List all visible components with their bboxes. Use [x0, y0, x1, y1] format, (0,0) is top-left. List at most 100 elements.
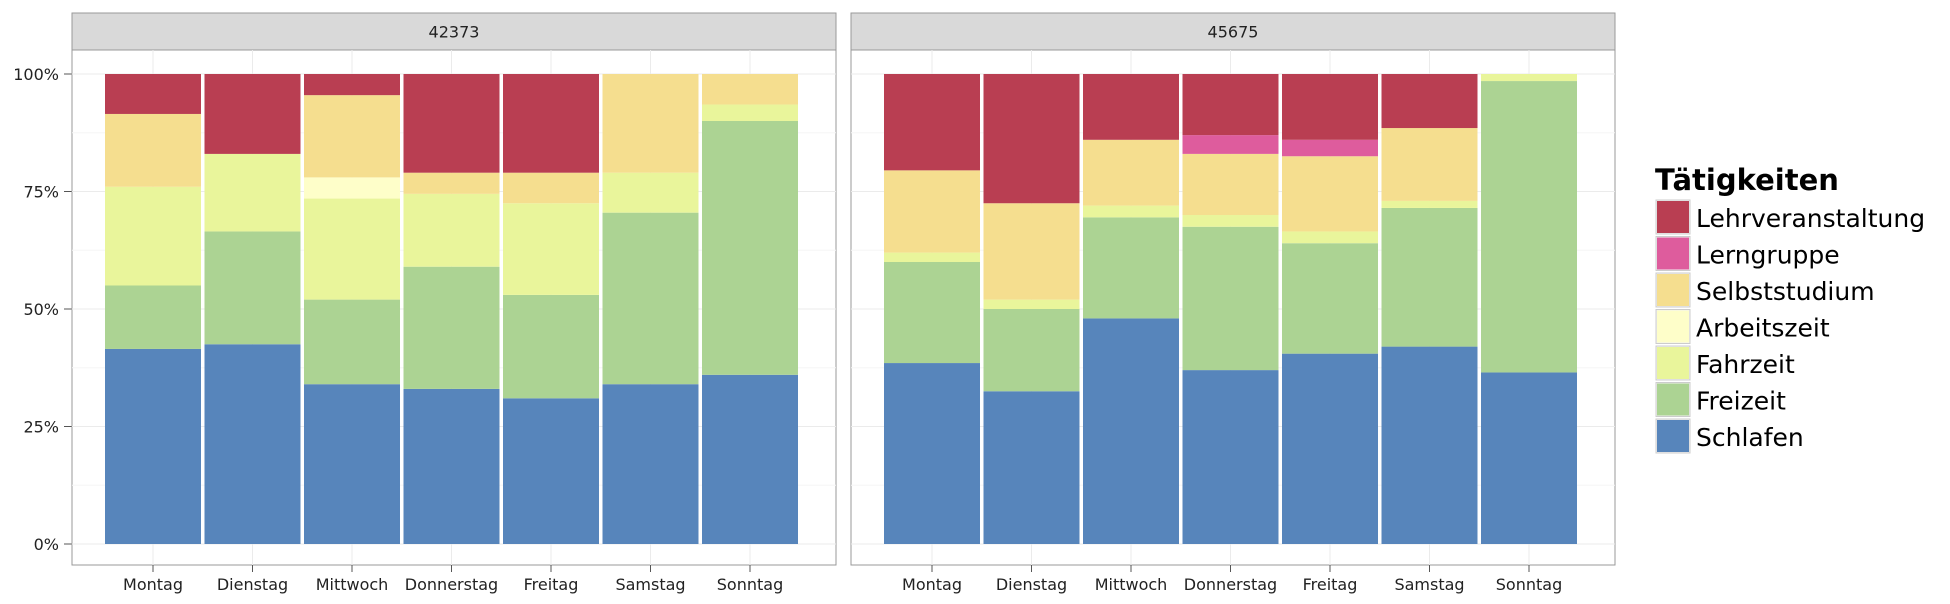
- legend-label: Lerngruppe: [1696, 241, 1840, 270]
- bar-segment-schlafen: [702, 374, 798, 544]
- bar-segment-selbststudium: [105, 113, 201, 187]
- bar-segment-freizeit: [1481, 81, 1577, 373]
- x-tick-label: Samstag: [1394, 575, 1464, 594]
- x-tick-label: Mittwoch: [1095, 575, 1168, 594]
- bar-segment-selbststudium: [884, 170, 980, 253]
- legend-label: Freizeit: [1696, 387, 1786, 416]
- x-tick-label: Freitag: [1303, 575, 1358, 594]
- bar-segment-freizeit: [1083, 217, 1179, 319]
- bar-segment-schlafen: [204, 344, 301, 544]
- bar-segment-fahrzeit: [1182, 215, 1279, 227]
- bar-segment-lehrveranstaltung: [1182, 74, 1279, 136]
- bar-segment-freizeit: [702, 121, 798, 375]
- x-tick-label: Donnerstag: [405, 575, 498, 594]
- bar-segment-schlafen: [304, 384, 400, 544]
- x-tick-label: Dienstag: [996, 575, 1067, 594]
- bar-segment-fahrzeit: [1282, 231, 1378, 244]
- bar-segment-lehrveranstaltung: [1381, 74, 1478, 129]
- bar-segment-lehrveranstaltung: [1083, 74, 1179, 140]
- legend-label: Fahrzeit: [1696, 350, 1795, 379]
- bar-segment-schlafen: [602, 384, 699, 544]
- bar-segment-arbeitszeit: [304, 177, 400, 199]
- bar-segment-freizeit: [1381, 207, 1478, 347]
- bar-segment-freizeit: [1282, 243, 1378, 354]
- bar-segment-lehrveranstaltung: [983, 74, 1080, 204]
- bar-segment-freizeit: [1182, 226, 1279, 371]
- bar-segment-fahrzeit: [1381, 200, 1478, 208]
- bar-segment-schlafen: [1282, 353, 1378, 544]
- bar-segment-fahrzeit: [1083, 205, 1179, 218]
- legend-label: Lehrveranstaltung: [1696, 204, 1925, 233]
- bar-segment-lehrveranstaltung: [884, 74, 980, 171]
- x-tick-label: Sonntag: [717, 575, 783, 594]
- bar-segment-lehrveranstaltung: [204, 74, 301, 154]
- bar-segment-schlafen: [983, 391, 1080, 544]
- bar-segment-fahrzeit: [1481, 74, 1577, 82]
- bar-segment-lehrveranstaltung: [403, 74, 500, 173]
- bar-segment-fahrzeit: [503, 203, 599, 295]
- x-tick-label: Donnerstag: [1184, 575, 1277, 594]
- bar-segment-freizeit: [503, 294, 599, 399]
- bar-segment-selbststudium: [983, 203, 1080, 300]
- bar-segment-freizeit: [403, 266, 500, 389]
- legend: Tätigkeiten Lehrveranstaltung Lerngruppe Se…: [1655, 163, 1925, 454]
- bar-segment-selbststudium: [503, 172, 599, 204]
- legend-label: Arbeitszeit: [1696, 314, 1830, 343]
- x-tick-label: Mittwoch: [316, 575, 389, 594]
- bar-segment-schlafen: [1381, 346, 1478, 544]
- x-tick-label: Sonntag: [1496, 575, 1562, 594]
- bar-segment-schlafen: [105, 348, 201, 544]
- legend-swatch: [1657, 237, 1689, 270]
- legend-swatch: [1657, 310, 1689, 343]
- bar-segment-freizeit: [204, 231, 301, 345]
- bar-segment-fahrzeit: [884, 252, 980, 262]
- facet-strip: [71, 12, 837, 51]
- x-tick-label: Samstag: [615, 575, 685, 594]
- bar-segment-lerngruppe: [1182, 135, 1279, 154]
- bar-segment-fahrzeit: [403, 193, 500, 267]
- bar-segment-freizeit: [983, 309, 1080, 392]
- bar-segment-fahrzeit: [702, 104, 798, 121]
- y-tick-label: 75%: [23, 183, 59, 202]
- bar-segment-freizeit: [602, 212, 699, 385]
- bar-segment-schlafen: [1083, 318, 1179, 544]
- bar-segment-fahrzeit: [983, 299, 1080, 309]
- y-tick-label: 50%: [23, 300, 59, 319]
- x-tick-label: Montag: [123, 575, 183, 594]
- bar-segment-lehrveranstaltung: [105, 74, 201, 114]
- facet-title: 42373: [429, 23, 480, 42]
- bar-segment-freizeit: [304, 299, 400, 385]
- bar-segment-selbststudium: [403, 172, 500, 194]
- bar-segment-lehrveranstaltung: [304, 74, 400, 96]
- bar-segment-schlafen: [503, 398, 599, 544]
- y-tick-label: 25%: [23, 418, 59, 437]
- bar-segment-selbststudium: [702, 74, 798, 105]
- legend-label: Selbststudium: [1696, 277, 1875, 306]
- x-tick-label: Dienstag: [217, 575, 288, 594]
- facet-title: 45675: [1208, 23, 1259, 42]
- legend-swatch: [1657, 201, 1689, 233]
- legend-swatch: [1657, 383, 1689, 416]
- bar-segment-selbststudium: [1381, 128, 1478, 201]
- bar-segment-schlafen: [403, 388, 500, 544]
- legend-title: Tätigkeiten: [1655, 163, 1839, 197]
- bar-segment-schlafen: [1182, 370, 1279, 544]
- bar-segment-schlafen: [1481, 372, 1577, 544]
- legend-swatch: [1657, 274, 1689, 306]
- bar-segment-lerngruppe: [1282, 139, 1378, 157]
- bar-segment-selbststudium: [602, 74, 699, 173]
- x-tick-label: Montag: [902, 575, 962, 594]
- legend-swatch: [1657, 420, 1689, 452]
- facet-panel-45675: 45675 Montag Dienstag Mittwoch Donnerstag Fre…: [850, 12, 1616, 594]
- x-tick-label: Freitag: [524, 575, 579, 594]
- bar-segment-lehrveranstaltung: [1282, 74, 1378, 140]
- bar-segment-selbststudium: [1182, 153, 1279, 215]
- facet-panel-42373: 42373 Montag Dienstag Mittwoch Donnerstag Fre…: [71, 12, 837, 594]
- bar-segment-fahrzeit: [204, 153, 301, 232]
- y-tick-label: 0%: [34, 535, 59, 554]
- bar-segment-schlafen: [884, 363, 980, 544]
- legend-label: Schlafen: [1696, 423, 1804, 452]
- bar-segment-freizeit: [884, 262, 980, 364]
